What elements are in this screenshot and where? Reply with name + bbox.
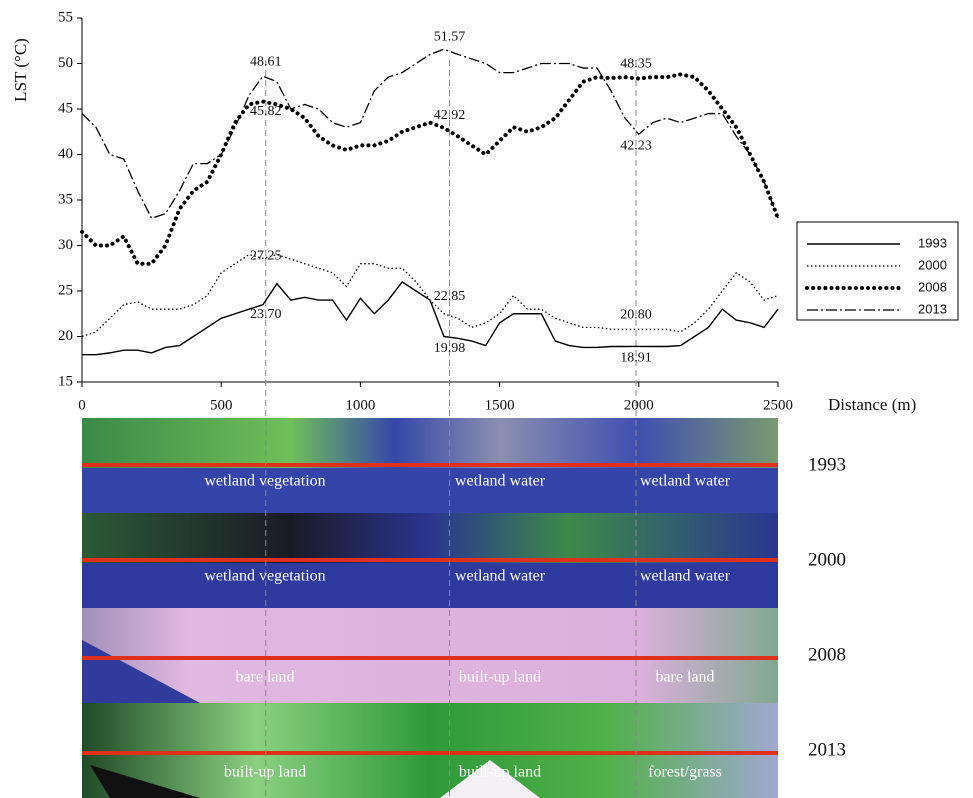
annotation: 51.57	[434, 29, 466, 44]
x-tick-label: 1000	[345, 397, 375, 413]
strip-year: 2008	[808, 644, 846, 665]
y-tick-label: 35	[58, 191, 73, 207]
land-cover-label: wetland vegetation	[204, 473, 325, 490]
strip-image	[82, 703, 778, 798]
annotation: 23.70	[250, 307, 282, 322]
y-tick-label: 45	[58, 100, 73, 116]
y-axis-label: LST (°C)	[11, 38, 30, 102]
y-tick-label: 15	[58, 373, 73, 389]
annotation: 45.82	[250, 104, 282, 119]
land-cover-label: built-up land	[224, 764, 306, 781]
strip-year: 2013	[808, 739, 846, 760]
figure: Distance (m) LST (°C) 15 20 25 30 35 40 45 50 55…	[0, 0, 973, 798]
annotation: 18.91	[620, 351, 652, 366]
x-tick-label: 1500	[485, 397, 515, 413]
land-cover-label: built-up land	[459, 764, 541, 781]
strip-image	[82, 608, 778, 703]
strip-year: 1993	[808, 454, 846, 475]
x-tick-label: 2000	[624, 397, 654, 413]
legend-label: 2000	[918, 257, 947, 272]
y-tick-label: 50	[58, 55, 73, 71]
legend-label: 2013	[918, 301, 947, 316]
legend-label: 2008	[918, 279, 947, 294]
annotation: 20.80	[620, 307, 652, 322]
series-line	[82, 282, 778, 355]
y-tick-label: 25	[58, 282, 73, 298]
x-tick-label: 500	[210, 397, 233, 413]
land-cover-label: wetland water	[640, 473, 731, 490]
land-cover-label: built-up land	[459, 669, 541, 686]
annotation: 48.61	[250, 54, 282, 69]
land-cover-label: wetland water	[640, 568, 731, 585]
land-cover-label: forest/grass	[648, 764, 722, 781]
land-cover-label: bare land	[655, 669, 714, 686]
land-cover-label: wetland water	[455, 473, 546, 490]
strip-year: 2000	[808, 549, 846, 570]
y-tick-label: 30	[58, 237, 73, 253]
x-axis-label: Distance (m)	[828, 395, 916, 414]
legend-label: 1993	[918, 235, 947, 250]
x-tick-label: 0	[78, 397, 86, 413]
annotation: 27.25	[250, 249, 282, 264]
x-tick-label: 2500	[763, 397, 793, 413]
y-tick-label: 20	[58, 328, 73, 344]
annotation: 19.98	[434, 341, 466, 356]
land-cover-label: wetland vegetation	[204, 568, 325, 585]
land-cover-label: bare land	[235, 669, 294, 686]
land-cover-label: wetland water	[455, 568, 546, 585]
y-tick-label: 55	[58, 9, 73, 25]
series-line	[82, 255, 778, 337]
annotation: 22.85	[434, 289, 466, 304]
series-line	[82, 74, 778, 263]
annotation: 42.23	[620, 138, 652, 153]
annotation: 42.92	[434, 108, 466, 123]
annotation: 48.35	[620, 57, 652, 72]
y-tick-label: 40	[58, 146, 73, 162]
